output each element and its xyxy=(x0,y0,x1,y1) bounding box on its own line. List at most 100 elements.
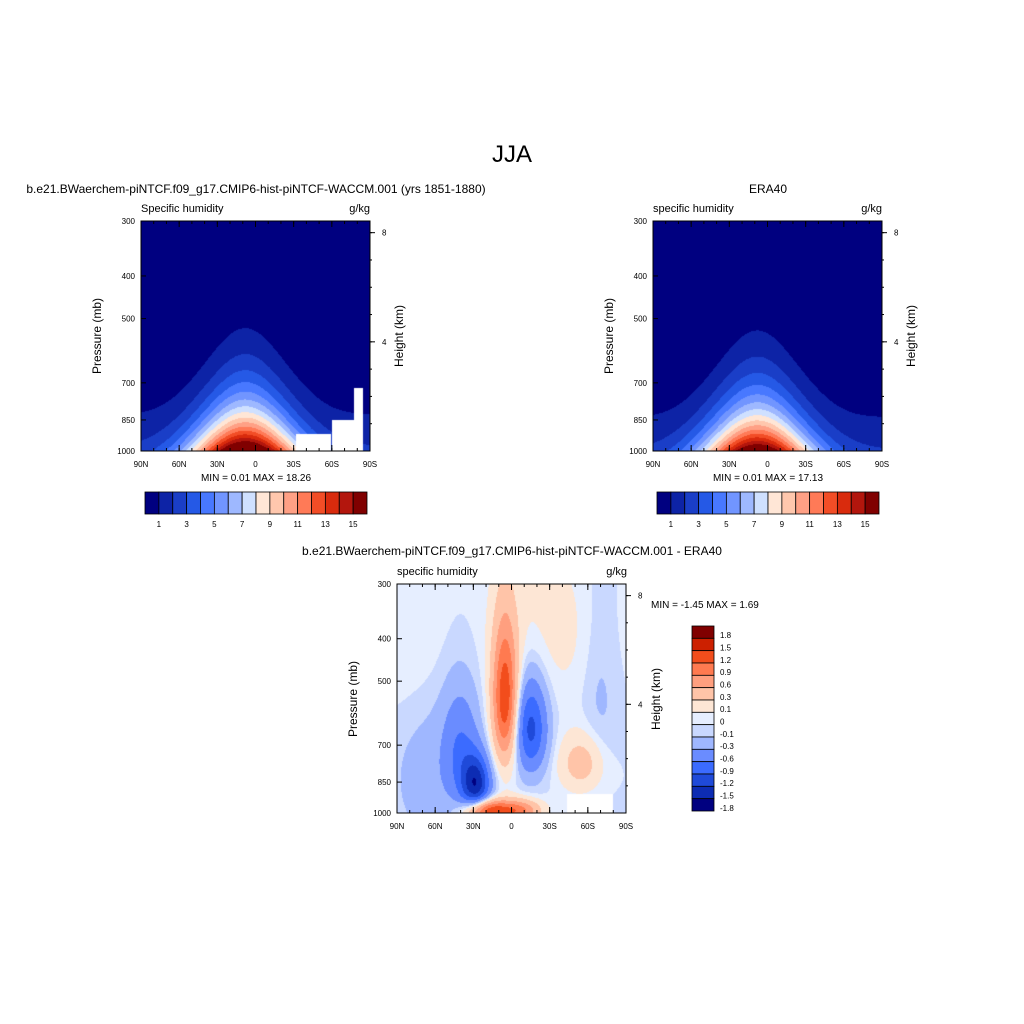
colorbar-obs-swatch xyxy=(850,491,866,515)
colorbar-diff-swatch xyxy=(691,748,715,763)
model-xtick-label: 60N xyxy=(172,460,187,469)
obs-xtick-label: 30S xyxy=(799,460,813,469)
obs-xtick-label: 0 xyxy=(765,460,770,469)
colorbar-diff-label: -1.5 xyxy=(720,791,734,800)
colorbar-model-label: 13 xyxy=(321,520,330,529)
colorbar-diff-swatch xyxy=(691,650,715,664)
colorbar-model-swatch xyxy=(255,491,271,515)
main-title: JJA xyxy=(492,141,532,168)
colorbar-diff-swatch xyxy=(691,674,715,689)
colorbar-diff-swatch xyxy=(691,687,715,701)
colorbar-obs: 1 3 5 7 9 11 13 15 xyxy=(656,491,880,529)
colorbar-diff-swatch xyxy=(691,724,715,738)
model-ytick-label: 700 xyxy=(122,379,136,388)
colorbar-model-swatch xyxy=(269,491,285,515)
colorbar-diff-label: -0.1 xyxy=(720,730,734,739)
model-xtick-label: 0 xyxy=(253,460,258,469)
colorbar-obs-swatch xyxy=(809,491,824,515)
colorbar-diff-label: -0.9 xyxy=(720,767,734,776)
colorbar-obs-swatch xyxy=(823,491,838,515)
colorbar-obs-swatch xyxy=(864,491,880,515)
colorbar-model-swatch xyxy=(200,491,215,515)
colorbar-obs-label: 15 xyxy=(861,520,870,529)
obs-ytick-label: 300 xyxy=(634,217,648,226)
obs-ytick-label: 700 xyxy=(634,379,648,388)
model-xtick-label: 90S xyxy=(363,460,377,469)
panel-model-variable: Specific humidity xyxy=(141,203,224,215)
colorbar-obs-swatch xyxy=(781,491,797,515)
colorbar-diff-label: 1.5 xyxy=(720,643,732,652)
colorbar-diff-swatch xyxy=(691,699,715,713)
colorbar-model-swatch xyxy=(144,491,160,515)
colorbar-model-swatch xyxy=(172,491,188,515)
panel-diff-ylabel: Pressure (mb) xyxy=(346,661,360,737)
colorbar-obs-swatch xyxy=(795,491,811,515)
colorbar-obs-swatch xyxy=(725,491,741,515)
colorbar-model-swatch xyxy=(186,491,201,515)
obs-ytick-label: 1000 xyxy=(629,447,647,456)
diff-xtick-label: 30N xyxy=(466,822,481,831)
colorbar-model-swatch xyxy=(227,491,243,515)
diff-xtick-label: 90N xyxy=(390,822,405,831)
panel-obs-minmax: MIN = 0.01 MAX = 17.13 xyxy=(713,473,823,484)
colorbar-diff-label: 0.3 xyxy=(720,693,732,702)
colorbar-obs-swatch xyxy=(684,491,700,515)
plot-area-obs: 90N 60N 30N 0 30S 60S 90S 300 400 500 700 850 1000 8 4 xyxy=(629,217,899,469)
panel-model-minmax: MIN = 0.01 MAX = 18.26 xyxy=(201,473,311,484)
model-xtick-label: 30N xyxy=(210,460,225,469)
diff-htick-label: 4 xyxy=(638,700,643,709)
colorbar-obs-label: 13 xyxy=(833,520,842,529)
colorbar-obs-swatch xyxy=(753,491,769,515)
panel-diff: b.e21.BWaerchem-piNTCF.f09_g17.CMIP6-his… xyxy=(302,544,759,831)
diff-xtick-label: 0 xyxy=(509,822,514,831)
colorbar-model-label: 5 xyxy=(212,520,217,529)
diff-htick-label: 8 xyxy=(638,592,643,601)
colorbar-obs-swatch xyxy=(836,491,852,515)
obs-htick-label: 8 xyxy=(894,229,899,238)
colorbar-diff-label: -0.6 xyxy=(720,754,734,763)
diff-xtick-label: 30S xyxy=(543,822,557,831)
colorbar-model-swatch xyxy=(311,491,326,515)
colorbar-model-swatch xyxy=(352,491,368,515)
model-ytick-label: 300 xyxy=(122,217,136,226)
colorbar-model: 1 3 5 7 9 11 13 15 xyxy=(144,491,368,529)
model-xtick-label: 60S xyxy=(325,460,339,469)
colorbar-diff: 1.8 1.5 1.2 0.9 0.6 0.3 0.1 0 -0.1 -0.3 -0.6 -0.9 -1… xyxy=(691,625,734,813)
obs-xtick-label: 90S xyxy=(875,460,889,469)
colorbar-model-swatch xyxy=(297,491,312,515)
colorbar-diff-label: 1.2 xyxy=(720,656,732,665)
colorbar-obs-swatch xyxy=(670,491,686,515)
colorbar-obs-swatch xyxy=(712,491,727,515)
colorbar-model-label: 1 xyxy=(157,520,162,529)
colorbar-model-label: 15 xyxy=(349,520,358,529)
model-xtick-label: 90N xyxy=(134,460,149,469)
panel-diff-ylabel-right: Height (km) xyxy=(649,668,663,730)
colorbar-diff-swatch xyxy=(691,736,715,750)
plot-area-diff: 90N 60N 30N 0 30S 60S 90S 300 400 500 700 850 1000 8 4 xyxy=(373,580,643,831)
panel-diff-title: b.e21.BWaerchem-piNTCF.f09_g17.CMIP6-his… xyxy=(302,544,722,558)
colorbar-obs-label: 5 xyxy=(724,520,729,529)
colorbar-diff-label: 0.9 xyxy=(720,668,732,677)
obs-xtick-label: 60N xyxy=(684,460,699,469)
colorbar-diff-swatch xyxy=(691,637,715,652)
panel-model-title: b.e21.BWaerchem-piNTCF.f09_g17.CMIP6-his… xyxy=(26,182,485,196)
diff-ytick-label: 400 xyxy=(378,635,392,644)
obs-xtick-label: 90N xyxy=(646,460,661,469)
panel-obs-variable: specific humidity xyxy=(653,203,734,215)
panel-obs-title: ERA40 xyxy=(749,182,787,196)
colorbar-diff-swatch xyxy=(691,798,715,812)
diff-xtick-label: 90S xyxy=(619,822,633,831)
model-ytick-label: 500 xyxy=(122,315,136,324)
obs-ytick-label: 400 xyxy=(634,272,648,281)
colorbar-model-label: 9 xyxy=(268,520,273,529)
colorbar-obs-label: 1 xyxy=(669,520,674,529)
colorbar-obs-swatch xyxy=(767,491,783,515)
colorbar-model-swatch xyxy=(213,491,229,515)
obs-ytick-label: 850 xyxy=(634,416,648,425)
colorbar-diff-swatch xyxy=(691,785,715,800)
colorbar-model-label: 3 xyxy=(184,520,189,529)
diff-ytick-label: 1000 xyxy=(373,809,391,818)
colorbar-diff-swatch xyxy=(691,662,715,676)
colorbar-obs-label: 7 xyxy=(752,520,757,529)
